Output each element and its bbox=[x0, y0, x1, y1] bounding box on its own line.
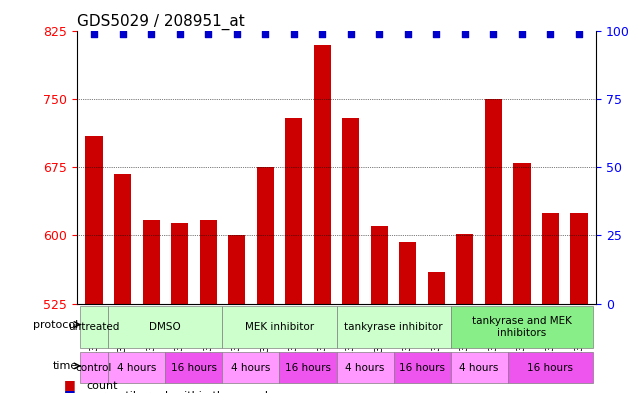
Bar bbox=[513, 163, 531, 303]
Point bbox=[345, 31, 356, 37]
Text: DMSO: DMSO bbox=[149, 322, 181, 332]
FancyBboxPatch shape bbox=[222, 352, 279, 384]
Bar bbox=[142, 220, 160, 303]
Point bbox=[545, 31, 556, 37]
FancyBboxPatch shape bbox=[222, 306, 337, 348]
Text: ■: ■ bbox=[64, 378, 76, 391]
FancyBboxPatch shape bbox=[79, 352, 108, 384]
Point bbox=[231, 31, 242, 37]
Bar bbox=[313, 45, 331, 303]
FancyBboxPatch shape bbox=[108, 352, 165, 384]
Bar bbox=[171, 223, 188, 303]
Bar bbox=[228, 235, 246, 303]
Text: untreated: untreated bbox=[69, 322, 120, 332]
FancyBboxPatch shape bbox=[337, 306, 451, 348]
Bar bbox=[85, 136, 103, 303]
Bar bbox=[199, 220, 217, 303]
Text: percentile rank within the sample: percentile rank within the sample bbox=[87, 391, 274, 393]
Text: 16 hours: 16 hours bbox=[285, 363, 331, 373]
FancyBboxPatch shape bbox=[165, 352, 222, 384]
Text: tankyrase and MEK
inhibitors: tankyrase and MEK inhibitors bbox=[472, 316, 572, 338]
Text: 16 hours: 16 hours bbox=[399, 363, 445, 373]
Text: GDS5029 / 208951_at: GDS5029 / 208951_at bbox=[77, 14, 245, 30]
Point bbox=[146, 31, 156, 37]
Point bbox=[574, 31, 584, 37]
Text: tankyrase inhibitor: tankyrase inhibitor bbox=[344, 322, 443, 332]
Text: ■: ■ bbox=[64, 388, 76, 393]
FancyBboxPatch shape bbox=[108, 306, 222, 348]
Bar bbox=[285, 118, 303, 303]
Point bbox=[288, 31, 299, 37]
Point bbox=[431, 31, 442, 37]
FancyBboxPatch shape bbox=[394, 352, 451, 384]
FancyBboxPatch shape bbox=[279, 352, 337, 384]
Point bbox=[403, 31, 413, 37]
Text: MEK inhibitor: MEK inhibitor bbox=[245, 322, 314, 332]
Point bbox=[517, 31, 527, 37]
Point bbox=[260, 31, 271, 37]
Point bbox=[488, 31, 499, 37]
Point bbox=[460, 31, 470, 37]
Text: 16 hours: 16 hours bbox=[528, 363, 574, 373]
Point bbox=[117, 31, 128, 37]
Bar bbox=[370, 226, 388, 303]
Bar bbox=[542, 213, 559, 303]
Text: 16 hours: 16 hours bbox=[171, 363, 217, 373]
FancyBboxPatch shape bbox=[79, 306, 108, 348]
Bar bbox=[456, 234, 474, 303]
Text: 4 hours: 4 hours bbox=[117, 363, 156, 373]
Bar bbox=[342, 118, 360, 303]
FancyBboxPatch shape bbox=[451, 306, 594, 348]
Point bbox=[89, 31, 99, 37]
Point bbox=[203, 31, 213, 37]
Bar bbox=[485, 99, 502, 303]
Text: protocol: protocol bbox=[33, 320, 78, 329]
Bar bbox=[256, 167, 274, 303]
Point bbox=[174, 31, 185, 37]
Text: control: control bbox=[76, 363, 112, 373]
FancyBboxPatch shape bbox=[508, 352, 594, 384]
Text: 4 hours: 4 hours bbox=[460, 363, 499, 373]
Bar bbox=[114, 174, 131, 303]
Text: time: time bbox=[53, 361, 78, 371]
FancyBboxPatch shape bbox=[337, 352, 394, 384]
Bar bbox=[428, 272, 445, 303]
Bar bbox=[399, 242, 417, 303]
FancyBboxPatch shape bbox=[451, 352, 508, 384]
Point bbox=[317, 31, 328, 37]
Point bbox=[374, 31, 385, 37]
Bar bbox=[570, 213, 588, 303]
Text: 4 hours: 4 hours bbox=[345, 363, 385, 373]
Text: count: count bbox=[87, 381, 118, 391]
Text: 4 hours: 4 hours bbox=[231, 363, 271, 373]
